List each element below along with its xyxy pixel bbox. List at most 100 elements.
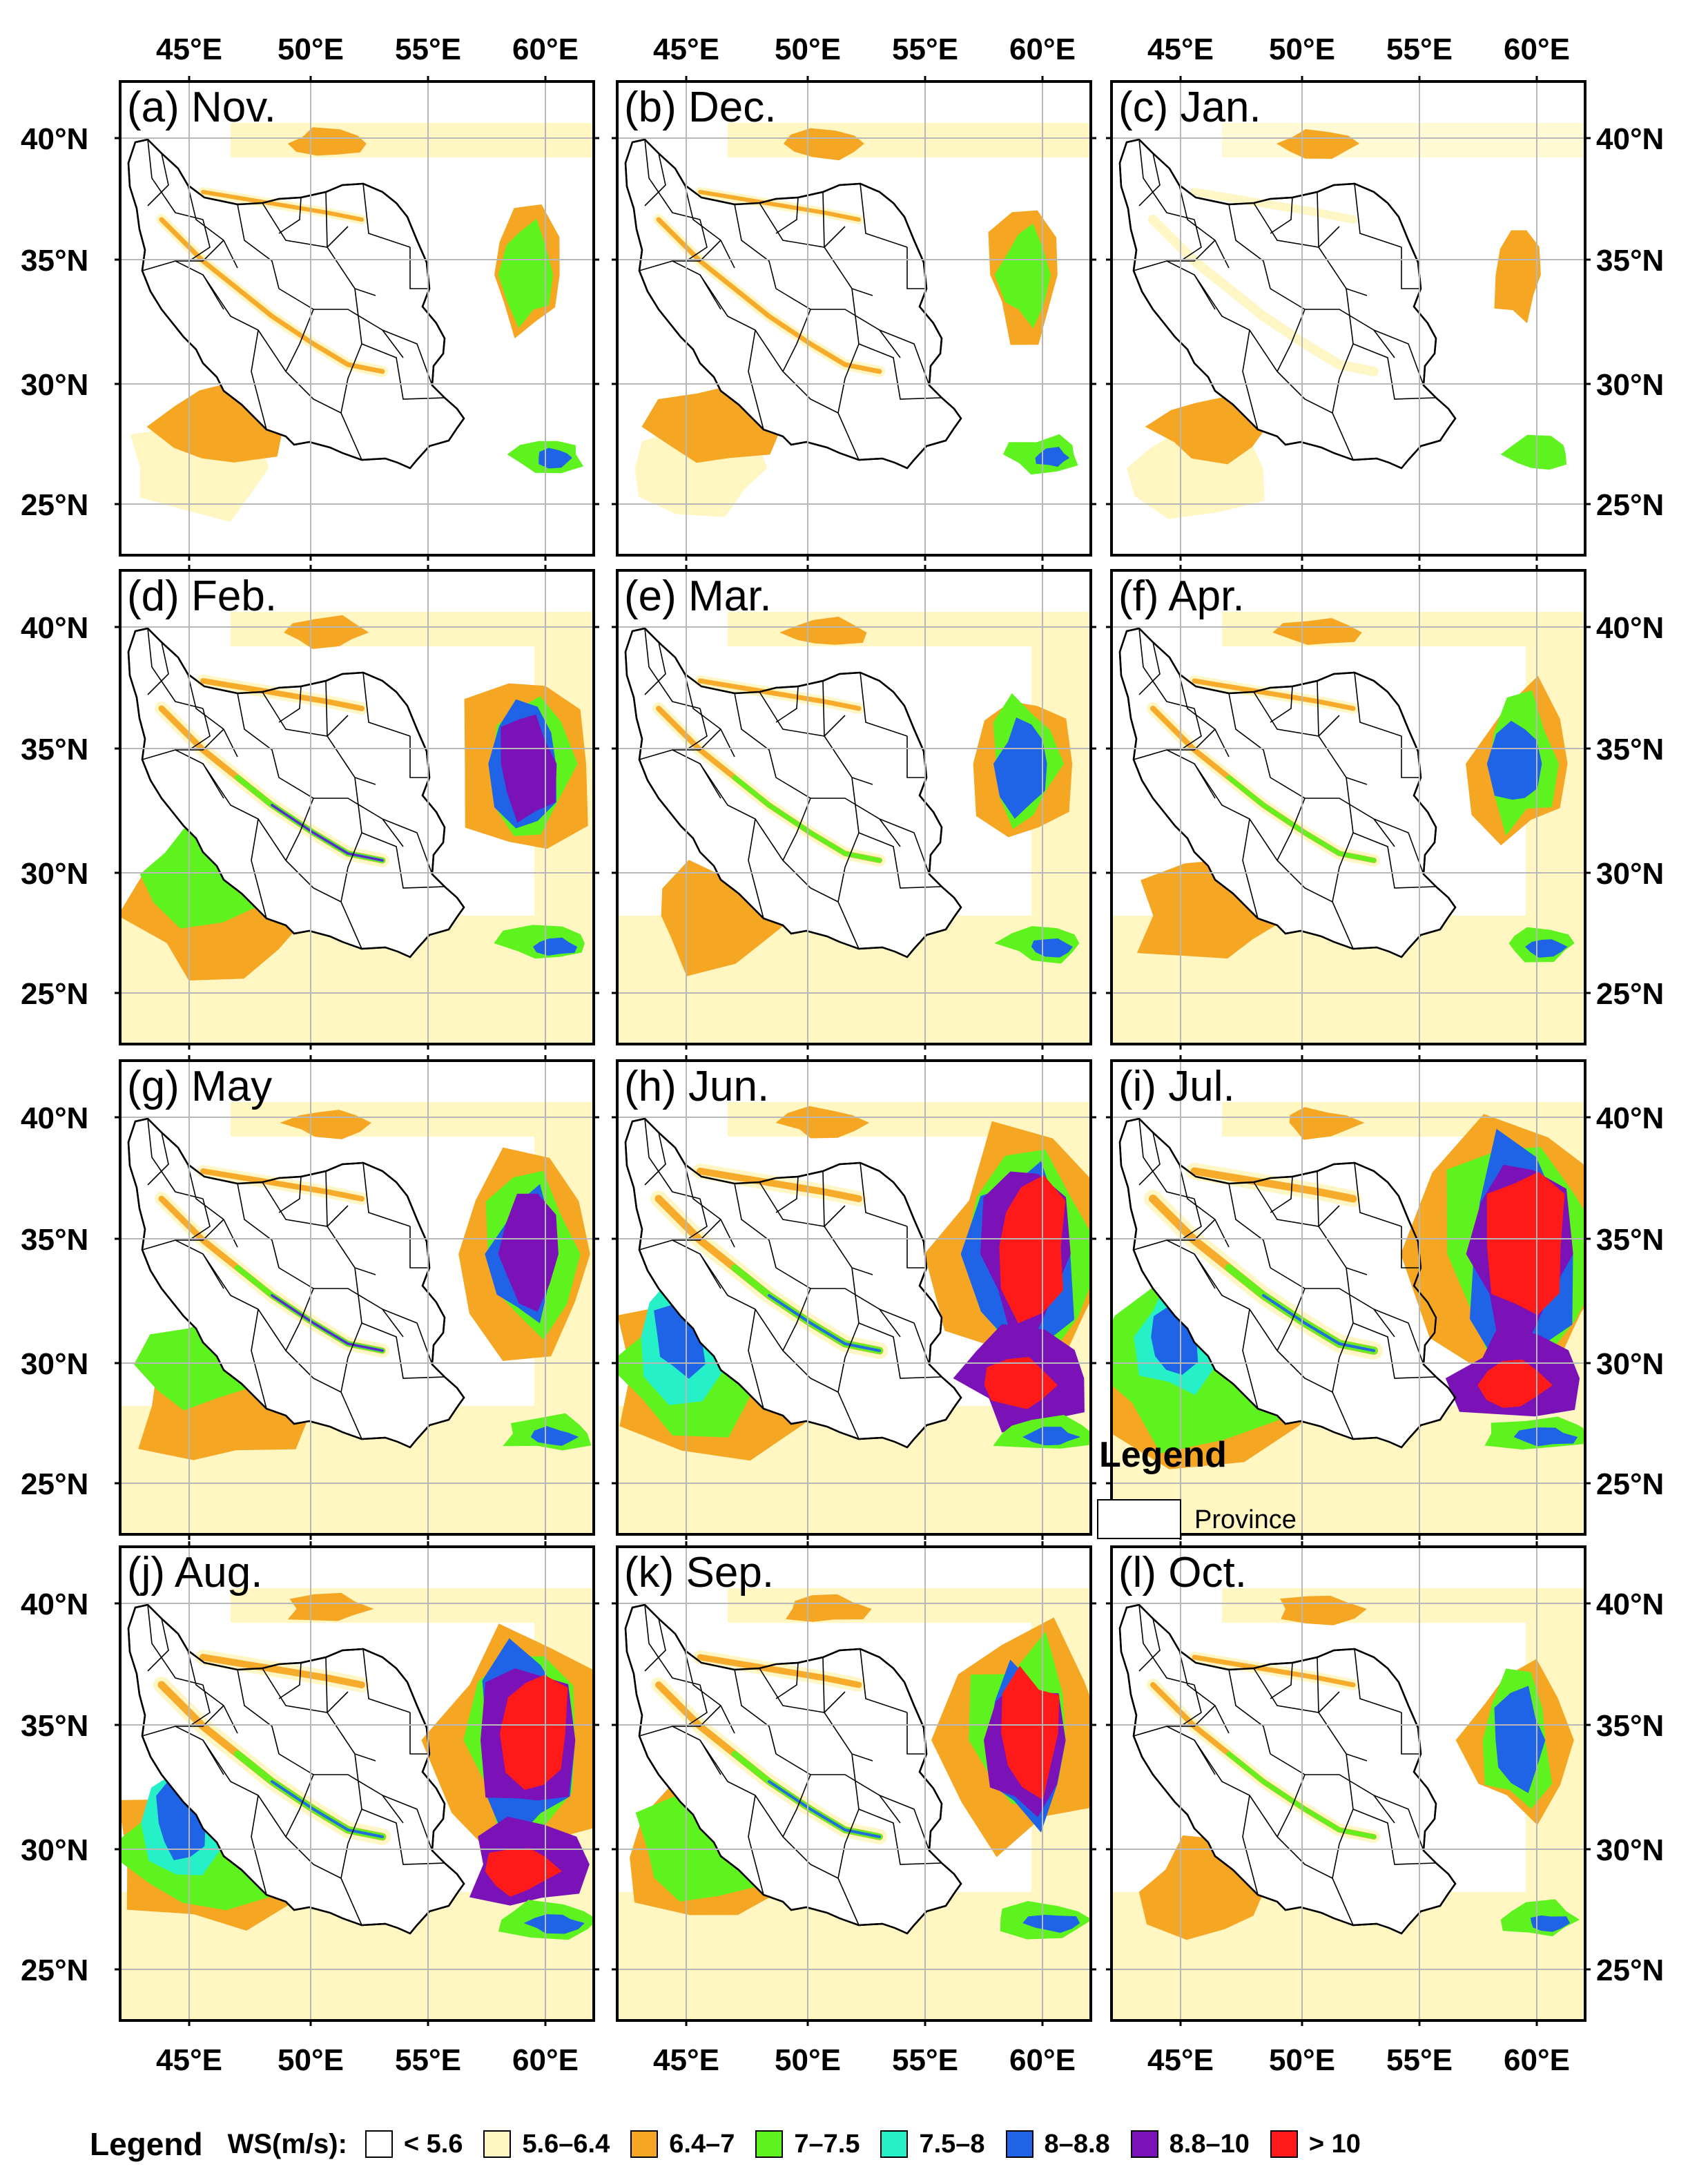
- wind-field: [1112, 612, 1585, 1044]
- sistan-jet-orange: [1494, 230, 1541, 324]
- lon-label-top: 55°E: [892, 32, 958, 66]
- lon-label-bottom: 60°E: [1504, 2043, 1570, 2077]
- province-border: [734, 1183, 777, 1268]
- province-border: [285, 1288, 314, 1351]
- province-border: [285, 371, 362, 461]
- province-border: [1138, 641, 1161, 695]
- province-borders: [624, 1603, 962, 1935]
- province-border: [1401, 1712, 1421, 1755]
- province-border: [1167, 729, 1216, 751]
- province-border: [362, 1162, 411, 1227]
- province-borders: [127, 1117, 465, 1449]
- province-border: [1332, 1753, 1354, 1879]
- province-border: [285, 309, 314, 372]
- map-panel: (j) Aug.: [115, 1541, 599, 2026]
- province-border: [1194, 1739, 1278, 1837]
- province-border: [837, 288, 860, 414]
- legend-label: > 10: [1308, 2129, 1361, 2159]
- country-border: [624, 1603, 962, 1935]
- province-border: [1242, 329, 1259, 430]
- panel-title: (f) Apr.: [1118, 572, 1245, 620]
- province-border: [325, 1657, 376, 1762]
- province-border: [775, 197, 799, 234]
- caspian-band: [783, 128, 864, 161]
- province-borders: [1118, 1117, 1457, 1449]
- province-border: [1277, 1350, 1354, 1440]
- country-border: [1118, 1117, 1457, 1449]
- province-border: [251, 1795, 267, 1895]
- province-border: [837, 777, 860, 903]
- sistan-jet: [421, 1623, 594, 1940]
- lat-label-left: 30°N: [21, 1347, 88, 1381]
- panel-title: (k) Sep.: [624, 1549, 774, 1596]
- province-border: [860, 1162, 908, 1227]
- province-border: [775, 1662, 799, 1699]
- legend-label: 6.4–7: [669, 2129, 735, 2159]
- panel-frame: [119, 569, 595, 1045]
- country-border: [624, 1117, 962, 1449]
- legend-item: 8.8–10: [1130, 2130, 1250, 2159]
- province-border: [699, 1253, 784, 1351]
- province-border: [202, 1253, 287, 1351]
- baluchistan-red: [1477, 1359, 1553, 1408]
- panel-frame: [119, 1545, 595, 2022]
- province-border: [1228, 693, 1271, 778]
- lat-label-right: 35°N: [1596, 244, 1664, 278]
- panel-map-area: [1112, 1547, 1585, 2020]
- province-border: [734, 204, 777, 289]
- country-border: [624, 627, 962, 958]
- province-border: [1253, 691, 1340, 737]
- province-border: [409, 736, 429, 778]
- province-border: [340, 288, 362, 414]
- sistan-jet-blue: [1486, 720, 1542, 800]
- country-border: [127, 138, 465, 470]
- baluchistan-red: [984, 1357, 1058, 1409]
- province-border: [1253, 1668, 1340, 1713]
- makran-jet-core: [1513, 1427, 1578, 1447]
- lat-label-right: 25°N: [1596, 977, 1664, 1011]
- map-panel: (k) Sep.: [612, 1541, 1096, 2026]
- panel-frame: [119, 80, 595, 557]
- panel-map-area: [1112, 570, 1585, 1044]
- zagros-ridge-purple: [271, 804, 383, 861]
- sistan-jet-purple: [501, 714, 557, 823]
- caspian-band: [779, 617, 867, 645]
- alborz-ridge-orange: [697, 678, 862, 711]
- province-border: [644, 153, 666, 206]
- province-border: [278, 197, 302, 234]
- province-border: [1178, 184, 1230, 269]
- lat-label-right: 25°N: [1596, 1953, 1664, 1987]
- province-border: [686, 219, 708, 262]
- province-border: [672, 729, 721, 751]
- panel-map-area: [120, 81, 594, 555]
- province-border: [858, 1808, 942, 1865]
- province-border: [684, 673, 735, 758]
- legend-swatch: [1005, 2130, 1033, 2158]
- province-border: [285, 1350, 362, 1440]
- province-border: [147, 1618, 169, 1672]
- province-border: [278, 686, 302, 723]
- province-border: [325, 1170, 376, 1275]
- graticule: [617, 570, 1091, 1044]
- province-border: [1180, 1684, 1202, 1727]
- province-border: [686, 1198, 708, 1241]
- province-border: [251, 1309, 267, 1409]
- province-border: [644, 1618, 666, 1672]
- sistan-jet: [1400, 1114, 1585, 1450]
- legend-item: < 5.6: [365, 2130, 463, 2159]
- province-border: [1373, 1795, 1424, 1851]
- caspian-band: [1272, 618, 1362, 645]
- panel-map-area: [617, 1547, 1091, 2020]
- caspian-band: [1289, 1107, 1365, 1140]
- map-panel: (c) Jan.: [1106, 76, 1591, 561]
- lat-label-left: 35°N: [21, 1223, 88, 1257]
- province-border: [759, 691, 846, 737]
- province-border: [822, 191, 873, 296]
- country-border: [1118, 138, 1457, 470]
- graticule: [120, 1547, 594, 2020]
- right-latitude-labels: 40°N 35°N 30°N 25°N 40°N 35°N 30°N 25°N 40°N 35°N…: [1596, 122, 1664, 1987]
- province-border: [684, 184, 735, 269]
- province-border: [188, 1684, 211, 1727]
- country-border: [624, 138, 962, 470]
- panel-frame: [119, 1059, 595, 1536]
